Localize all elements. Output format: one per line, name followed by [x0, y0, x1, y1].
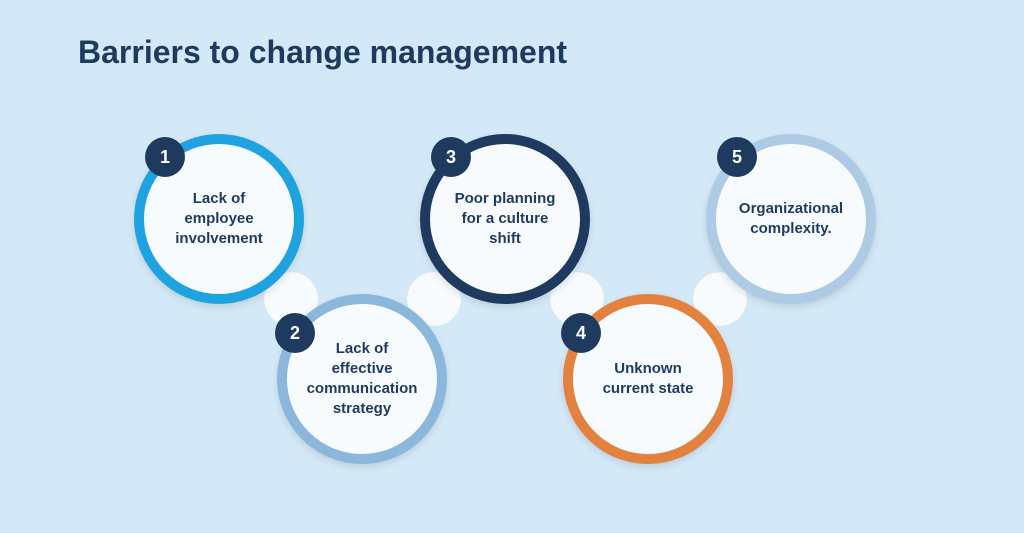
- barrier-label: Poor planning for a culture shift: [450, 189, 560, 250]
- barrier-number-badge-4: 4: [561, 313, 601, 353]
- barrier-number: 1: [160, 147, 170, 168]
- barrier-number-badge-5: 5: [717, 137, 757, 177]
- canvas: Barriers to change management Lack of em…: [0, 0, 1024, 533]
- page-title: Barriers to change management: [78, 34, 567, 71]
- barrier-number-badge-2: 2: [275, 313, 315, 353]
- barrier-label: Unknown current state: [593, 359, 703, 400]
- barrier-number: 4: [576, 323, 586, 344]
- barrier-number-badge-3: 3: [431, 137, 471, 177]
- barrier-label: Lack of effective communication strategy: [307, 339, 418, 420]
- barrier-label: Organizational complexity.: [736, 199, 846, 240]
- barrier-number: 3: [446, 147, 456, 168]
- barrier-number: 2: [290, 323, 300, 344]
- barrier-number-badge-1: 1: [145, 137, 185, 177]
- barrier-label: Lack of employee involvement: [164, 189, 274, 250]
- barrier-number: 5: [732, 147, 742, 168]
